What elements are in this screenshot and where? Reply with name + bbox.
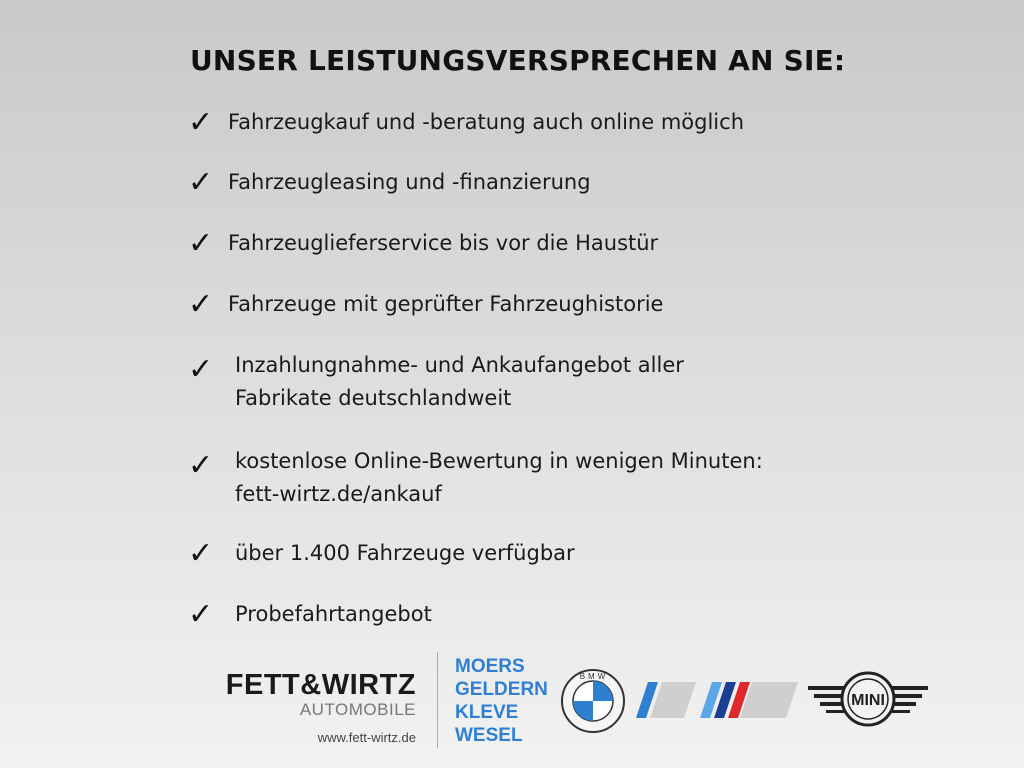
list-item: ✓ über 1.400 Fahrzeuge verfügbar — [188, 536, 575, 571]
check-icon: ✓ — [188, 448, 214, 483]
list-item: ✓ Fahrzeuge mit geprüfter Fahrzeughistori… — [188, 287, 664, 322]
divider — [437, 652, 438, 748]
page-title: UNSER LEISTUNGSVERSPRECHEN AN SIE: — [190, 44, 846, 77]
list-item: ✓ Fahrzeuglieferservice bis vor die Haust… — [188, 226, 659, 261]
list-item: ✓ Probefahrtangebot — [188, 597, 432, 632]
check-icon: ✓ — [188, 287, 214, 322]
city-list: MOERS GELDERN KLEVE WESEL — [455, 656, 548, 746]
check-icon: ✓ — [188, 597, 214, 632]
list-item: ✓ Inzahlungnahme- und Ankaufangebot aller… — [188, 352, 684, 410]
check-icon: ✓ — [188, 165, 214, 200]
mini-logo-text: MINI — [851, 692, 885, 709]
list-item: ✓ kostenlose Online-Bewertung in wenigen … — [188, 448, 763, 506]
bmw-logo-text: BMW — [580, 672, 609, 681]
fett-wirtz-logo: FETT&WIRTZ AUTOMOBILE www.fett-wirtz.de — [196, 670, 416, 745]
check-icon: ✓ — [188, 226, 214, 261]
check-icon: ✓ — [188, 536, 214, 571]
list-item: ✓ Fahrzeugleasing und -finanzierung — [188, 165, 591, 200]
bmw-logo: BMW — [561, 669, 625, 733]
mini-logo: MINI — [808, 671, 928, 727]
check-icon: ✓ — [188, 352, 214, 387]
list-item: ✓ Fahrzeugkauf und -beratung auch online … — [188, 105, 744, 140]
bmw-i-logo — [636, 682, 696, 718]
website-url: www.fett-wirtz.de — [317, 730, 416, 745]
check-icon: ✓ — [188, 105, 214, 140]
bmw-m-logo — [700, 682, 798, 718]
